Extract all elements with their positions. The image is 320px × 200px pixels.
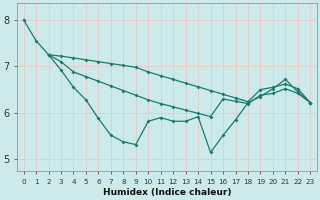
X-axis label: Humidex (Indice chaleur): Humidex (Indice chaleur) (103, 188, 231, 197)
